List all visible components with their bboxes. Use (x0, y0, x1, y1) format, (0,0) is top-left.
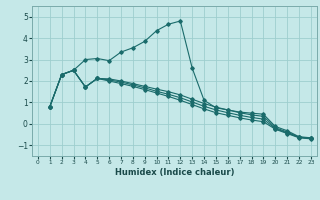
X-axis label: Humidex (Indice chaleur): Humidex (Indice chaleur) (115, 168, 234, 177)
